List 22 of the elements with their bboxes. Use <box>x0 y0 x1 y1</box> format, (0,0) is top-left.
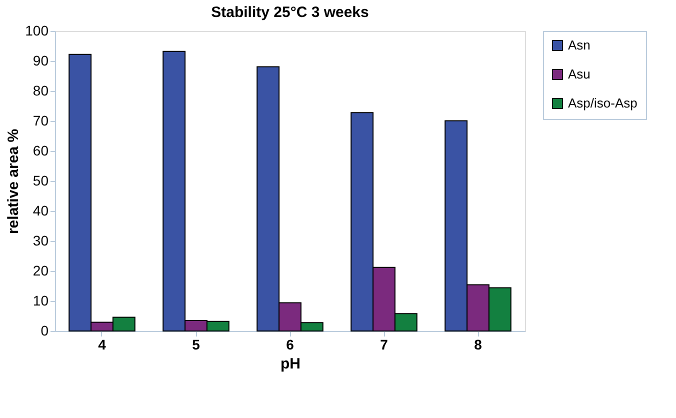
y-tick-label: 30 <box>32 232 49 248</box>
y-tick-label: 50 <box>32 172 49 188</box>
y-tick-label: 70 <box>32 112 49 128</box>
legend-label: Asu <box>568 66 590 82</box>
y-tick-label: 40 <box>32 202 49 218</box>
x-tick-label: 4 <box>98 336 106 352</box>
y-tick-label: 100 <box>25 22 49 38</box>
x-axis-title: pH <box>280 356 300 372</box>
x-tick-label: 7 <box>380 336 388 352</box>
legend-label: Asp/iso-Asp <box>568 96 638 110</box>
x-tick-label: 8 <box>474 336 482 352</box>
y-tick-label: 60 <box>32 142 49 158</box>
chart-title: Stability 25°C 3 weeks <box>211 4 369 21</box>
y-axis-title: relative area % <box>5 128 22 234</box>
x-tick-label: 5 <box>192 336 200 352</box>
y-tick-label: 20 <box>32 262 49 278</box>
y-tick-label: 90 <box>32 52 49 68</box>
y-tick-label: 80 <box>32 82 49 98</box>
y-tick-label: 0 <box>40 322 49 338</box>
x-tick-label: 6 <box>286 336 294 352</box>
y-tick-label: 10 <box>32 292 49 308</box>
legend-label: Asn <box>568 38 590 52</box>
